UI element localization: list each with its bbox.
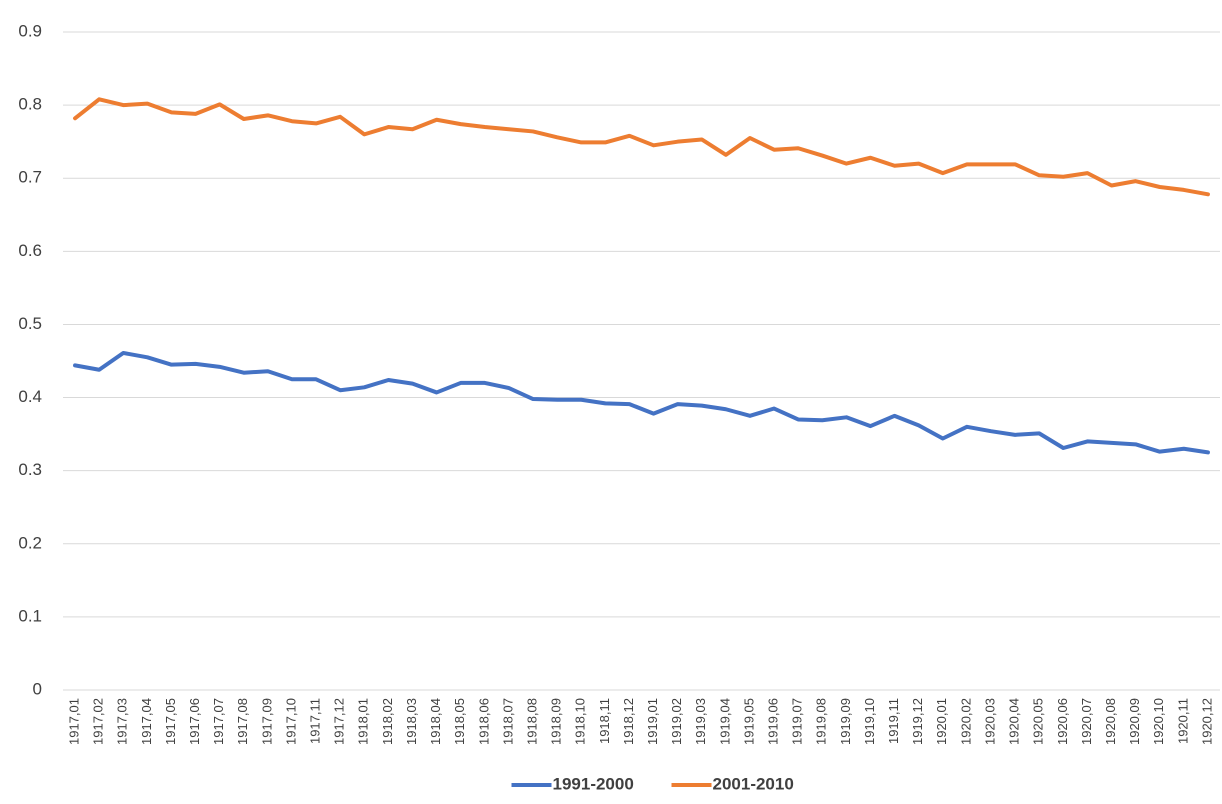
x-tick-label: 1920,08 — [1103, 698, 1118, 745]
x-tick-label: 1919,03 — [693, 698, 708, 745]
x-tick-label: 1918,09 — [549, 698, 564, 745]
x-tick-label: 1918,06 — [476, 698, 491, 745]
x-tick-label: 1917,07 — [211, 698, 226, 745]
x-tick-label: 1917,02 — [91, 698, 106, 745]
x-tick-label: 1919,02 — [669, 698, 684, 745]
x-tick-label: 1918,04 — [428, 698, 443, 745]
y-tick-label: 0.1 — [18, 606, 42, 625]
x-tick-label: 1919,07 — [790, 698, 805, 745]
x-tick-label: 1917,05 — [163, 698, 178, 745]
x-tick-label: 1918,05 — [452, 698, 467, 745]
x-tick-label: 1919,09 — [838, 698, 853, 745]
x-tick-label: 1917,08 — [235, 698, 250, 745]
x-tick-label: 1920,03 — [982, 698, 997, 745]
x-tick-label: 1918,10 — [573, 698, 588, 745]
x-tick-label: 1917,04 — [139, 698, 154, 745]
x-tick-label: 1920,10 — [1151, 698, 1166, 745]
x-tick-label: 1918,11 — [597, 698, 612, 744]
y-tick-label: 0.9 — [18, 21, 42, 40]
x-tick-label: 1919,04 — [717, 698, 732, 745]
y-tick-label: 0.4 — [18, 387, 42, 406]
x-tick-label: 1920,07 — [1079, 698, 1094, 745]
x-tick-label: 1920,04 — [1007, 698, 1022, 745]
x-tick-label: 1919,01 — [645, 698, 660, 745]
x-tick-label: 1920,02 — [958, 698, 973, 745]
x-tick-label: 1918,01 — [356, 698, 371, 745]
x-tick-label: 1917,12 — [332, 698, 347, 745]
y-tick-label: 0.2 — [18, 533, 42, 552]
x-tick-label: 1917,03 — [115, 698, 130, 745]
x-tick-label: 1919,08 — [814, 698, 829, 745]
x-tick-label: 1917,11 — [308, 698, 323, 744]
x-tick-label: 1920,06 — [1055, 698, 1070, 745]
x-tick-label: 1920,11 — [1175, 698, 1190, 744]
y-tick-label: 0.5 — [18, 314, 42, 333]
x-tick-label: 1918,12 — [621, 698, 636, 745]
x-tick-label: 1917,01 — [66, 698, 81, 745]
x-tick-label: 1918,07 — [500, 698, 515, 745]
series-line — [73, 350, 1210, 455]
x-tick-label: 1917,09 — [259, 698, 274, 745]
y-tick-label: 0.6 — [18, 241, 42, 260]
x-tick-label: 1919,06 — [766, 698, 781, 745]
y-tick-label: 0.7 — [18, 168, 42, 187]
x-tick-label: 1920,01 — [934, 698, 949, 745]
x-tick-label: 1919,11 — [886, 698, 901, 744]
x-tick-label: 1918,03 — [404, 698, 419, 745]
y-tick-label: 0.3 — [18, 460, 42, 479]
x-tick-label: 1918,02 — [380, 698, 395, 745]
legend-label: 1991-2000 — [553, 774, 634, 793]
x-tick-label: 1919,12 — [910, 698, 925, 745]
y-tick-label: 0.8 — [18, 95, 42, 114]
x-tick-label: 1919,05 — [741, 698, 756, 745]
x-tick-label: 1920,09 — [1127, 698, 1142, 745]
y-tick-label: 0 — [33, 679, 42, 698]
x-tick-label: 1917,10 — [283, 698, 298, 745]
x-tick-label: 1917,06 — [187, 698, 202, 745]
x-tick-label: 1919,10 — [862, 698, 877, 745]
series-line — [73, 97, 1210, 197]
x-tick-label: 1920,12 — [1199, 698, 1214, 745]
legend-label: 2001-2010 — [713, 774, 794, 793]
x-tick-label: 1920,05 — [1031, 698, 1046, 745]
x-tick-label: 1918,08 — [524, 698, 539, 745]
